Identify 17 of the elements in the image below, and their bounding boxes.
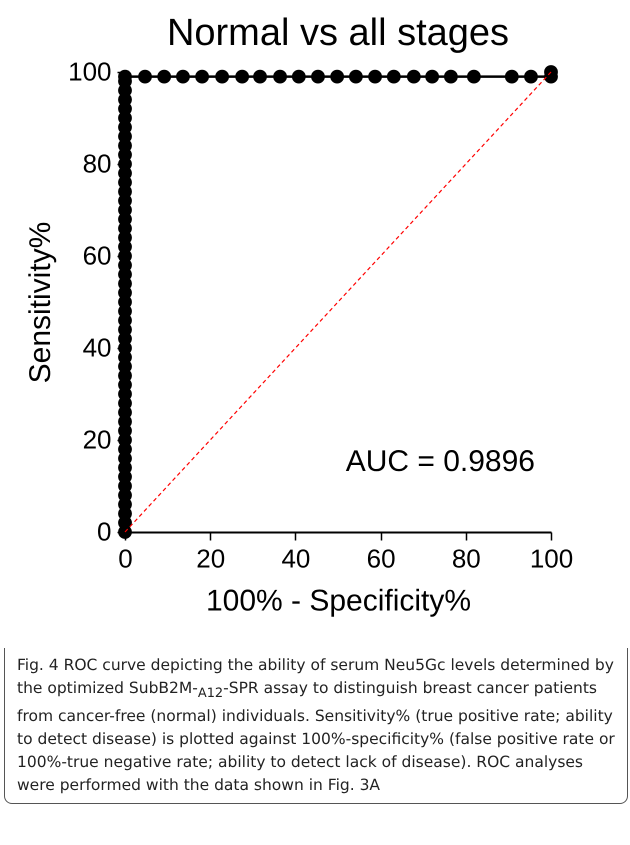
chart-title: Normal vs all stages bbox=[166, 12, 510, 54]
y-tick-label: 40 bbox=[82, 332, 112, 362]
x-tick-label: 60 bbox=[366, 544, 396, 574]
y-tick-label: 20 bbox=[82, 424, 112, 454]
x-tick-label: 80 bbox=[452, 544, 481, 574]
caption: Fig. 4 ROC curve depicting the ability of serum Neu5Gc levels determined by the optimized SubB2M-$_{A12}$-SPR assay to distinguish breast cancer patients from cancer-free (normal) individuals. Sensitivity% (true positive rate; ability to detect disease) is plotted against 100%-specificity% (false positive rate or 100%-true negative rate; ability to detect lack of disease). ROC analyses were performed with the data shown in Fig. 3A bbox=[4, 648, 628, 804]
y-tick-label: 80 bbox=[82, 148, 112, 178]
x-tick-label: 100 bbox=[530, 544, 574, 574]
y-tick-label: 60 bbox=[82, 240, 112, 270]
y-tick-label: 100 bbox=[68, 56, 112, 86]
annotation: AUC = 0.9896 bbox=[346, 445, 535, 478]
x-axis-title: 100% - Specificity% bbox=[206, 584, 472, 618]
x-tick-label: 20 bbox=[196, 544, 226, 574]
x-tick-label: 40 bbox=[281, 544, 310, 574]
x-tick-label: 0 bbox=[118, 544, 133, 574]
y-tick-label: 0 bbox=[97, 516, 112, 546]
y-axis-title: Sensitivity% bbox=[24, 222, 58, 384]
